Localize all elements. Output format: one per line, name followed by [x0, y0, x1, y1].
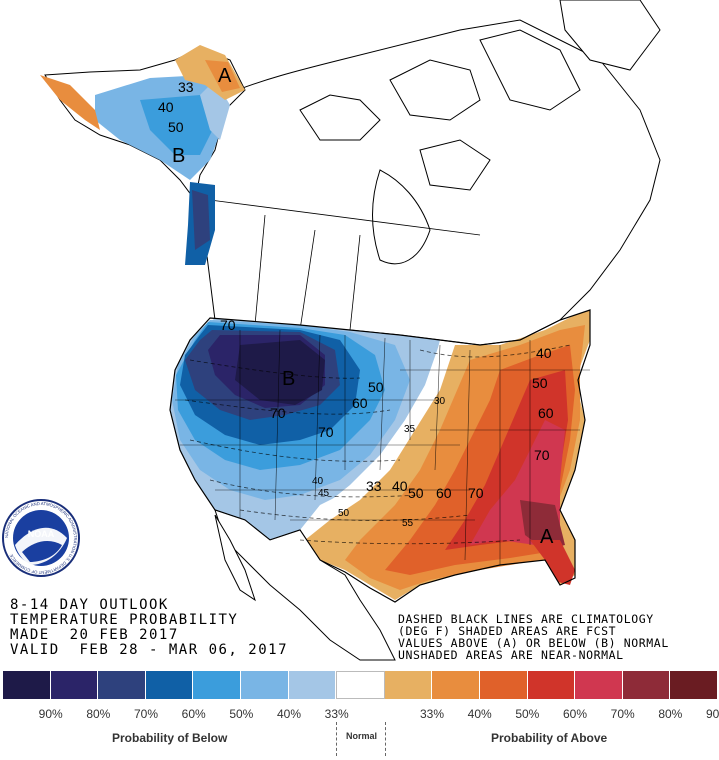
usa-outline	[169, 309, 591, 603]
contour-label: 50	[532, 375, 548, 391]
contour-label: 60	[538, 405, 554, 421]
colorbar-swatch	[384, 671, 433, 699]
aleutians-above	[40, 75, 100, 130]
colorbar-tick-label: 50%	[515, 707, 540, 721]
label-alaska-above: A	[218, 65, 232, 87]
climatology-label: 40	[312, 476, 324, 487]
colorbar-tick-label: 70%	[133, 707, 159, 721]
contour-label: 60	[436, 485, 452, 501]
contour-label: 50	[168, 119, 184, 135]
normal-label: Normal	[346, 731, 378, 741]
contour-label: 40	[536, 345, 552, 361]
climatology-label: 45	[318, 488, 330, 499]
contour-label: 33	[366, 478, 382, 494]
contour-label: 50	[408, 485, 424, 501]
contour-label: 40	[392, 478, 408, 494]
colorbar-tick-label: 60%	[562, 707, 588, 721]
contour-label: 70	[270, 405, 286, 421]
normal-separator-left	[336, 722, 337, 756]
contour-label: 70	[534, 447, 550, 463]
colorbar-tick-label: 60%	[181, 707, 206, 721]
outlook-title: 8-14 DAY OUTLOOK	[10, 597, 169, 613]
colorbar-tick-label: 90%	[38, 707, 63, 721]
noaa-logo: NOAA NATIONAL OCEANIC AND ATMOSPHERIC AD…	[2, 499, 80, 577]
legend-text-line2: (DEG F) SHADED AREAS ARE FCST	[398, 624, 617, 638]
baja	[214, 514, 256, 602]
colorbar-tick-label: 80%	[86, 707, 111, 721]
label-southeast-above: A	[540, 526, 554, 548]
climatology-label: 55	[402, 518, 414, 529]
legend-text-line3: VALUES ABOVE (A) OR BELOW (B) NORMAL	[398, 636, 669, 650]
colorbar-swatch	[622, 671, 671, 699]
colorbar-swatch	[575, 671, 623, 699]
state-lines	[175, 329, 590, 565]
colorbar-tick-label: 50%	[229, 707, 254, 721]
below-label: Probability of Below	[112, 731, 228, 745]
colorbar-swatch	[479, 671, 528, 699]
climatology-label: 35	[404, 424, 416, 435]
florida	[530, 540, 575, 585]
colorbar-swatch	[240, 671, 289, 699]
colorbar-tick-label: 90%	[705, 707, 719, 721]
colorbar-swatch	[50, 671, 99, 699]
arctic-islands	[299, 29, 581, 191]
usa-above-90	[520, 500, 565, 550]
hudson-bay	[372, 169, 431, 265]
made-date: MADE 20 FEB 2017	[10, 627, 179, 643]
climatology-label: 30	[434, 396, 446, 407]
colorbar-swatch	[432, 671, 480, 699]
legend-text-line4: UNSHADED AREAS ARE NEAR-NORMAL	[398, 648, 624, 662]
contour-label: 70	[468, 485, 484, 501]
colorbar-swatch	[193, 671, 241, 699]
colorbar-tick-label: 40%	[467, 707, 492, 721]
legend-text-line1: DASHED BLACK LINES ARE CLIMATOLOGY	[398, 612, 654, 626]
colorbar-tick-label: 80%	[658, 707, 683, 721]
outlook-subtitle: TEMPERATURE PROBABILITY	[10, 612, 239, 628]
contour-label: 50	[368, 379, 384, 395]
colorbar-swatch	[670, 671, 718, 699]
valid-dates: VALID FEB 28 - MAR 06, 2017	[10, 642, 289, 658]
colorbar-swatch	[145, 671, 194, 699]
usa-normal-band	[310, 342, 460, 525]
noaa-logo-text: NOAA	[28, 529, 55, 539]
colorbar-tick-label: 33%	[419, 707, 445, 721]
greenland	[559, 0, 661, 71]
contour-label: 60	[352, 395, 368, 411]
outlook-map: A B B A 33 40 50 70 70 50 60 70 33 40 50…	[2, 0, 661, 661]
usa-below-90	[235, 340, 325, 405]
climatology-lines	[184, 344, 571, 545]
probability-colorbar	[3, 671, 718, 699]
above-label: Probability of Above	[491, 731, 608, 745]
alaska-above-inner	[205, 60, 240, 92]
colorbar-tick-label: 33%	[324, 707, 349, 721]
mexico-land	[214, 509, 396, 661]
label-below-center: B	[282, 368, 295, 390]
colorbar-swatch	[3, 671, 51, 699]
colorbar-swatch	[336, 671, 385, 699]
colorbar-tick-label: 40%	[276, 707, 302, 721]
colorbar-swatch	[98, 671, 146, 699]
colorbar-swatch	[288, 671, 337, 699]
contour-label: 40	[158, 99, 174, 115]
label-alaska-below: B	[172, 145, 185, 167]
contour-label: 70	[220, 317, 236, 333]
climatology-label: 50	[338, 508, 350, 519]
normal-separator-right	[385, 722, 386, 756]
contour-label: 70	[318, 424, 334, 440]
contour-label: 33	[178, 79, 194, 95]
colorbar-swatch	[527, 671, 576, 699]
alaska-below-mid	[140, 95, 215, 155]
colorbar-tick-label: 70%	[610, 707, 635, 721]
